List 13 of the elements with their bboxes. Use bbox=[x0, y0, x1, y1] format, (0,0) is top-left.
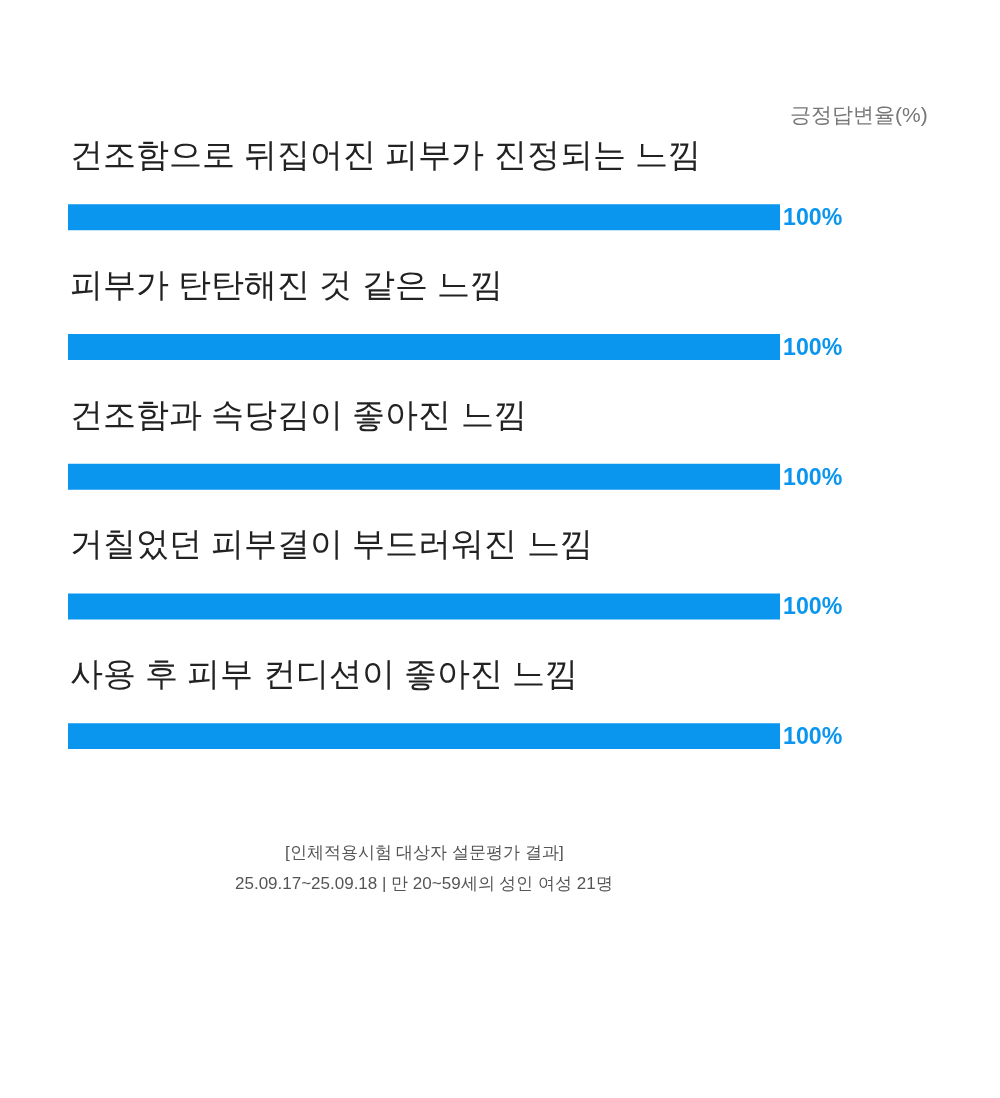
y-tick-label: 피부가 탄탄해진 것 같은 느낌 bbox=[70, 266, 503, 303]
text: [인체적용시험 대상자 설문평가 결과] bbox=[285, 843, 564, 862]
data-label: 100% bbox=[783, 463, 843, 490]
y-tick-label: 거칠었던 피부결이 부드러워진 느낌 bbox=[70, 525, 593, 562]
y-tick-label: 건조함과 속당김이 좋아진 느낌 bbox=[70, 396, 527, 433]
data-label: 100% bbox=[783, 722, 843, 749]
x-axis-title: 긍정답변율(%) bbox=[790, 103, 928, 126]
data-label: 100% bbox=[783, 593, 843, 620]
text: 25.09.17~25.09.18 | 만 20~59세의 성인 여성 21명 bbox=[235, 874, 613, 893]
y-tick-label: 사용 후 피부 컨디션이 좋아진 느낌 bbox=[70, 655, 578, 692]
data-label: 100% bbox=[783, 204, 843, 231]
data-label: 100% bbox=[783, 333, 843, 360]
y-tick-label: 건조함으로 뒤집어진 피부가 진정되는 느낌 bbox=[70, 136, 701, 173]
